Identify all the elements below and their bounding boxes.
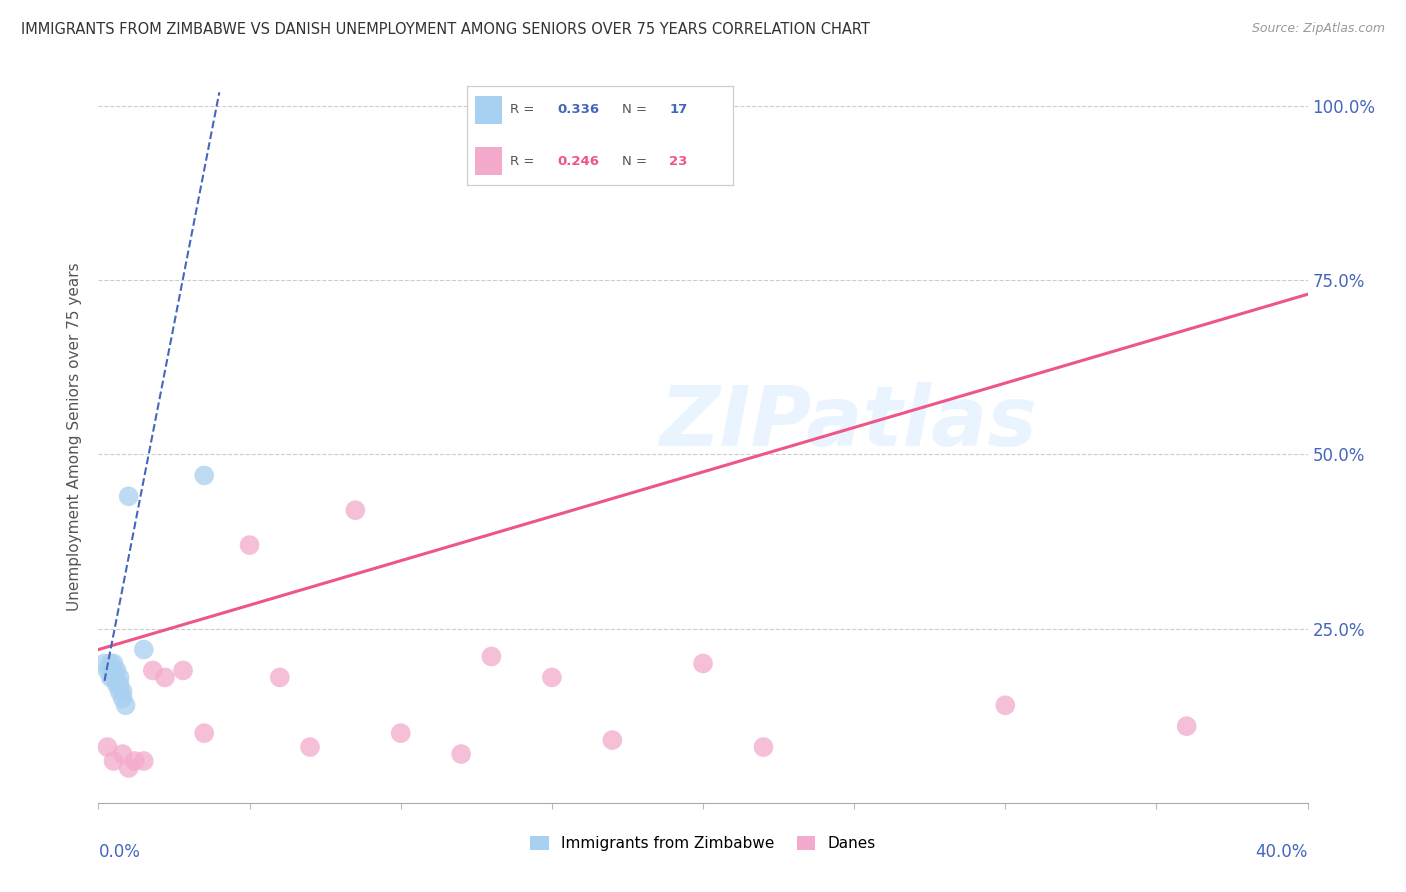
Text: 0.0%: 0.0% [98, 843, 141, 861]
Point [193, 726, 215, 740]
Point [100, 657, 122, 671]
Text: Source: ZipAtlas.com: Source: ZipAtlas.com [1251, 22, 1385, 36]
Point [132, 754, 155, 768]
Point [269, 670, 291, 684]
Text: ZIPatlas: ZIPatlas [659, 382, 1038, 463]
Y-axis label: Unemployment Among Seniors over 75 years: Unemployment Among Seniors over 75 years [67, 263, 83, 611]
Point [481, 649, 503, 664]
Point [299, 740, 322, 755]
Point [100, 670, 122, 684]
Point [239, 538, 262, 552]
Point [344, 503, 367, 517]
Point [142, 664, 165, 678]
Text: 40.0%: 40.0% [1256, 843, 1308, 861]
Point [96, 740, 118, 755]
Point [96, 664, 118, 678]
Text: IMMIGRANTS FROM ZIMBABWE VS DANISH UNEMPLOYMENT AMONG SENIORS OVER 75 YEARS CORR: IMMIGRANTS FROM ZIMBABWE VS DANISH UNEMP… [21, 22, 870, 37]
Point [111, 691, 134, 706]
Point [450, 747, 472, 761]
Point [752, 740, 775, 755]
Point [1175, 719, 1198, 733]
Point [108, 684, 131, 698]
Point [692, 657, 714, 671]
Point [602, 733, 624, 747]
Point [124, 754, 146, 768]
Point [118, 489, 141, 503]
Point [132, 642, 155, 657]
Point [103, 754, 125, 768]
Point [540, 670, 562, 684]
Point [389, 726, 412, 740]
Point [118, 761, 141, 775]
Point [108, 677, 131, 691]
Point [193, 468, 215, 483]
Point [103, 670, 125, 684]
Point [153, 670, 176, 684]
Point [111, 747, 134, 761]
Point [114, 698, 136, 713]
Point [108, 670, 131, 684]
Legend: Immigrants from Zimbabwe, Danes: Immigrants from Zimbabwe, Danes [524, 830, 882, 857]
Point [994, 698, 1017, 713]
Point [105, 664, 128, 678]
Point [111, 684, 134, 698]
Point [105, 677, 128, 691]
Point [103, 657, 125, 671]
Point [172, 664, 194, 678]
Point [93, 657, 115, 671]
